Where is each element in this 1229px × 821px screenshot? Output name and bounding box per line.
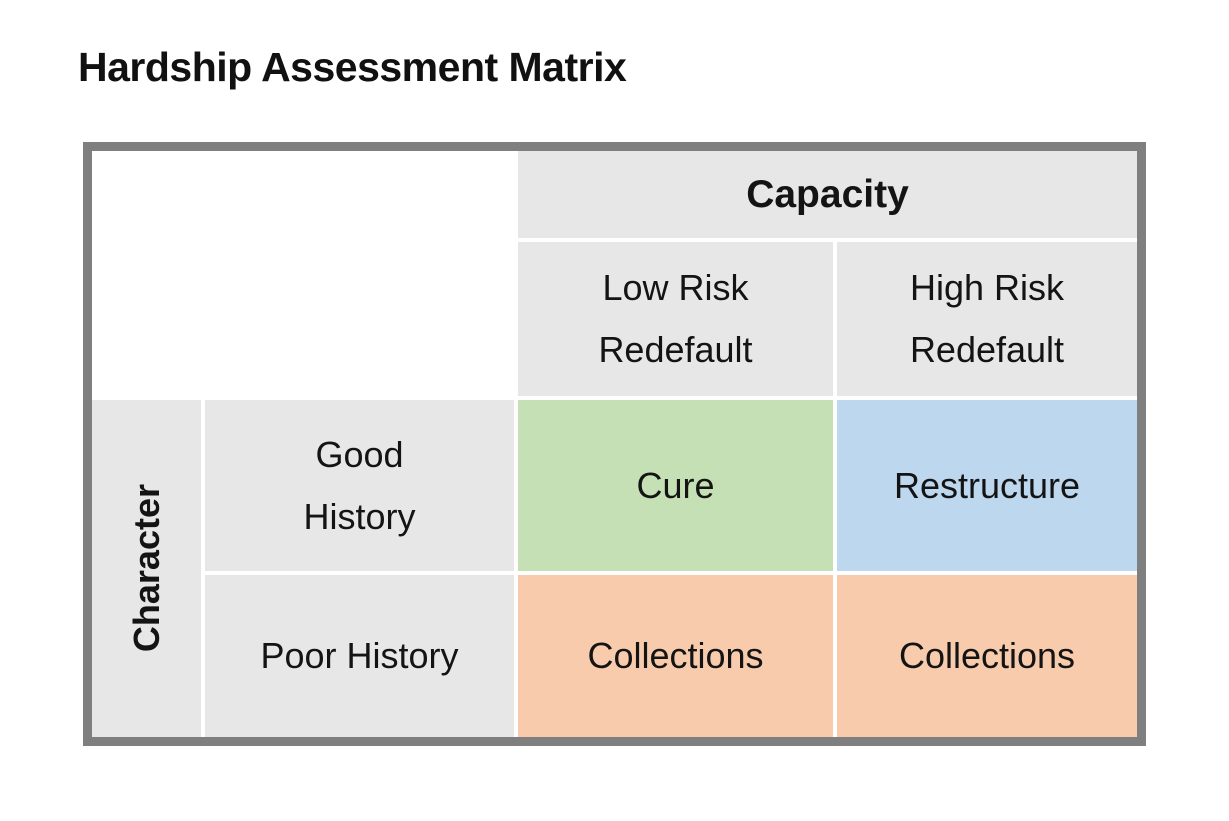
matrix-cell-label: Collections [898,635,1076,677]
row-header-poor-history: Poor History [205,575,514,737]
row-group-label: Character [125,484,167,653]
matrix-cell-restructure: Restructure [837,400,1137,571]
matrix-cell-label: Collections [587,635,764,677]
row-header-label: Poor History [260,635,459,677]
matrix-cell-label: Cure [636,464,715,506]
row-group-header-character: Character [92,400,201,737]
row-header-label: Good History [303,433,416,537]
matrix-cell-collections-high-risk: Collections [837,575,1137,737]
hardship-assessment-matrix: Capacity Low Risk Redefault High Risk Re… [83,142,1146,746]
column-group-label: Capacity [746,172,909,216]
column-group-header-capacity: Capacity [518,151,1137,238]
column-header-label: High Risk Redefault [909,267,1065,370]
matrix-cell-collections-low-risk: Collections [518,575,833,737]
column-header-label: Low Risk Redefault [598,267,753,370]
matrix-cell-label: Restructure [893,464,1081,506]
matrix-cell-cure: Cure [518,400,833,571]
page-title: Hardship Assessment Matrix [78,44,627,90]
column-header-high-risk-redefault: High Risk Redefault [837,242,1137,396]
matrix-corner-empty-cell-2 [92,242,514,396]
row-header-good-history: Good History [205,400,514,571]
column-header-low-risk-redefault: Low Risk Redefault [518,242,833,396]
matrix-corner-empty-cell [92,151,514,238]
